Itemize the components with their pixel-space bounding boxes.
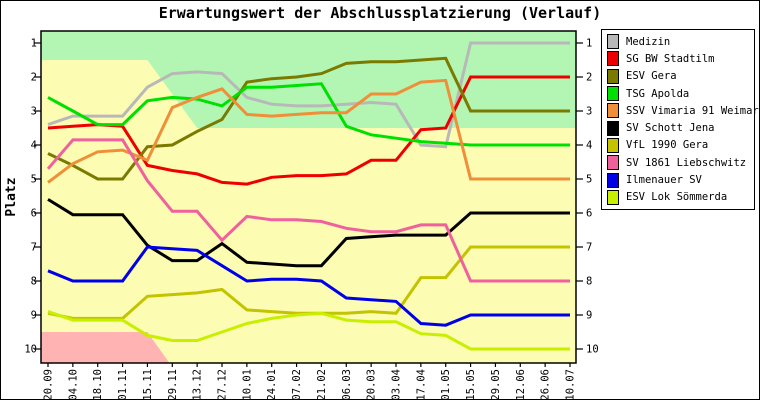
legend-item: SSV Vimaria 91 Weimar: [607, 102, 759, 119]
y-tick-label-right: 2: [586, 72, 592, 84]
x-tick-label: 04.10: [67, 369, 79, 400]
series-line-tsg-apolda: [47, 82, 570, 147]
legend-swatch: [607, 155, 619, 171]
legend-swatch: [607, 34, 619, 50]
legend-item: VfL 1990 Gera: [607, 137, 754, 154]
x-tick-label: 18.10: [92, 369, 104, 400]
y-tick-label-left: 5: [31, 174, 37, 186]
x-tick-label: 12.06: [515, 369, 527, 400]
legend-item: Ilmenauer SV: [607, 171, 754, 188]
x-tick-label: 13.12: [192, 369, 204, 400]
x-tick-label: 20.09: [43, 369, 55, 400]
y-tick-label-right: 3: [586, 106, 592, 118]
y-tick-label-right: 4: [586, 140, 592, 152]
legend-label: SV 1861 Liebschwitz: [626, 156, 747, 169]
series-line-sv-schott-jena: [47, 198, 570, 268]
legend-item: Medizin: [607, 33, 754, 50]
legend-label: Ilmenauer SV: [626, 174, 702, 187]
legend-item: SG BW Stadtilm: [607, 50, 754, 67]
legend-box: Medizin SG BW Stadtilm ESV Gera TSG Apolda S…: [601, 29, 759, 210]
legend-label: VfL 1990 Gera: [626, 139, 709, 152]
y-tick-label-left: 8: [31, 276, 37, 288]
legend-item: ESV Lok Sömmerda: [607, 189, 754, 206]
legend-label: Medizin: [626, 35, 671, 48]
y-tick-label-right: 9: [586, 310, 592, 322]
y-tick-label-left: 4: [31, 140, 37, 152]
y-tick-label-left: 10: [24, 344, 37, 356]
y-tick-label-left: 3: [31, 106, 37, 118]
zone-bottom-pink: [41, 332, 170, 363]
legend-label: ESV Gera: [626, 70, 677, 83]
y-tick-label-right: 8: [586, 276, 592, 288]
x-tick-label: 20.03: [366, 369, 378, 400]
x-tick-label: 17.04: [415, 369, 427, 400]
legend-swatch: [607, 86, 619, 102]
series-line-sg-bw-stadtilm: [47, 75, 570, 186]
x-tick-label: 27.12: [216, 369, 228, 400]
x-tick-label: 06.03: [341, 369, 353, 400]
legend-swatch: [607, 172, 619, 188]
series-line-sv-1861-liebschwitz: [46, 138, 570, 283]
y-tick-label-right: 10: [586, 344, 599, 356]
y-tick-label-left: 6: [31, 208, 37, 220]
x-tick-label: 29.11: [167, 369, 179, 400]
y-tick-label-left: 2: [31, 72, 37, 84]
x-tick-label: 01.05: [440, 369, 452, 400]
legend-item: SV 1861 Liebschwitz: [607, 154, 754, 171]
chart-title: Erwartungswert der Abschlussplatzierung …: [158, 4, 602, 22]
legend-item: SV Schott Jena: [607, 119, 754, 136]
x-tick-label: 10.07: [564, 369, 576, 400]
legend-label: ESV Lok Sömmerda: [626, 191, 728, 204]
x-tick-label: 03.04: [390, 369, 402, 400]
x-tick-label: 26.06: [540, 369, 552, 400]
y-tick-label-right: 7: [586, 242, 592, 254]
x-tick-label: 10.01: [241, 369, 253, 400]
x-tick-label: 21.02: [316, 369, 328, 400]
y-tick-label-right: 1: [586, 38, 592, 50]
plot-border: [40, 30, 577, 364]
legend-label: SV Schott Jena: [626, 122, 715, 135]
x-tick-label: 15.11: [142, 369, 154, 400]
legend-swatch: [607, 103, 619, 119]
legend-swatch: [607, 137, 619, 153]
legend-swatch: [607, 51, 619, 67]
y-tick-label-left: 1: [31, 38, 37, 50]
legend-label: TSG Apolda: [626, 87, 690, 100]
legend-swatch: [607, 189, 619, 205]
series-line-ilmenauer-sv: [47, 245, 570, 327]
series-line-esv-lok-s-mmerda: [47, 310, 570, 351]
x-tick-label: 15.05: [465, 369, 477, 400]
x-tick-label: 24.01: [266, 369, 278, 400]
legend-label: SG BW Stadtilm: [626, 52, 715, 65]
legend-item: TSG Apolda: [607, 85, 754, 102]
y-tick-label-left: 7: [31, 242, 37, 254]
y-tick-label-left: 9: [31, 310, 37, 322]
legend-swatch: [607, 68, 619, 84]
legend-item: ESV Gera: [607, 68, 754, 85]
x-tick-label: 01.11: [117, 369, 129, 400]
series-line-ssv-vimaria-91-weimar: [47, 78, 570, 184]
x-tick-label: 07.02: [291, 369, 303, 400]
x-tick-label: 29.05: [490, 369, 502, 400]
y-tick-label-right: 6: [586, 208, 592, 220]
y-tick-label-right: 5: [586, 174, 592, 186]
series-line-medizin: [47, 41, 570, 149]
legend-label: SSV Vimaria 91 Weimar: [626, 104, 759, 117]
legend-swatch: [607, 120, 619, 136]
legend-items: Medizin SG BW Stadtilm ESV Gera TSG Apolda S…: [607, 33, 759, 206]
zone-top-green: [41, 31, 576, 129]
